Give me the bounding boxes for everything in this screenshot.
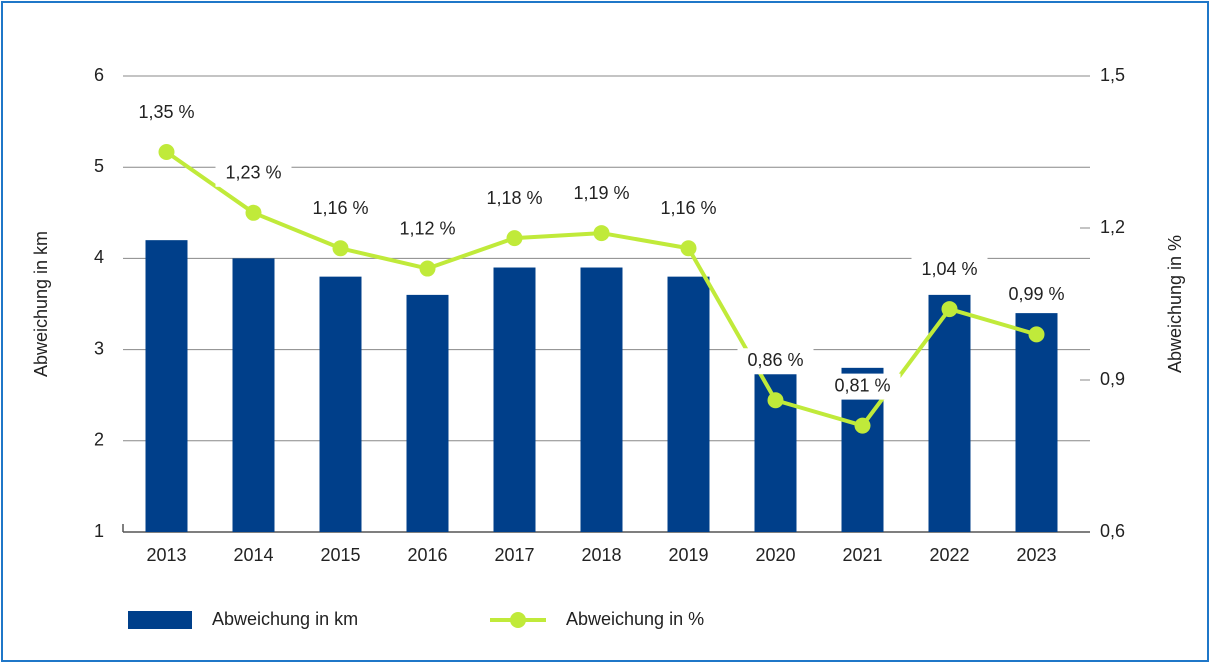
data-label: 1,19 % (573, 183, 629, 203)
bar (406, 294, 449, 532)
point (506, 230, 523, 247)
data-label: 0,99 % (1008, 284, 1064, 304)
point (245, 204, 262, 221)
y2-tick-label: 1,2 (1100, 217, 1125, 237)
bar (667, 276, 710, 532)
data-label: 1,12 % (399, 218, 455, 238)
point (680, 240, 697, 257)
point (941, 301, 958, 318)
label-background (650, 196, 727, 223)
label-background (302, 196, 379, 223)
x-tick-label: 2016 (407, 545, 447, 565)
bar (319, 276, 362, 532)
x-tick-label: 2022 (929, 545, 969, 565)
x-tick-label: 2014 (233, 545, 273, 565)
y-tick-label: 6 (94, 65, 104, 85)
label-background (476, 186, 553, 213)
bar (754, 358, 797, 532)
y2-tick-label: 0,6 (1100, 521, 1125, 541)
bar (232, 258, 275, 532)
data-label: 1,18 % (486, 188, 542, 208)
label-background (389, 216, 466, 243)
data-label: 1,04 % (921, 259, 977, 279)
x-tick-label: 2015 (320, 545, 360, 565)
y-tick-label: 4 (94, 247, 104, 267)
label-background (563, 181, 640, 208)
point (158, 144, 175, 160)
legend-swatch (128, 611, 192, 629)
x-tick-label: 2020 (755, 545, 795, 565)
point (332, 240, 349, 257)
label-background (215, 160, 292, 187)
bar (928, 294, 971, 532)
legend-label: Abweichung in % (566, 609, 704, 629)
label-background (911, 257, 988, 284)
point (1028, 326, 1045, 343)
y-axis-label: Abweichung in km (31, 231, 51, 377)
x-tick-label: 2018 (581, 545, 621, 565)
y-tick-label: 2 (94, 430, 104, 450)
x-tick-label: 2019 (668, 545, 708, 565)
data-label: 0,81 % (834, 375, 890, 395)
point (419, 260, 436, 277)
bar (145, 240, 188, 532)
y2-tick-label: 1,5 (1100, 65, 1125, 85)
data-label: 1,16 % (312, 198, 368, 218)
x-tick-label: 2013 (146, 545, 186, 565)
y-tick-label: 5 (94, 156, 104, 176)
data-label: 1,35 % (138, 102, 194, 122)
data-label: 1,23 % (225, 163, 281, 183)
legend-label: Abweichung in km (212, 609, 358, 629)
label-background (128, 100, 205, 126)
label-background (737, 348, 814, 375)
y-tick-label: 3 (94, 338, 104, 358)
y2-axis-label: Abweichung in % (1165, 235, 1185, 373)
x-tick-label: 2023 (1016, 545, 1056, 565)
point (854, 417, 871, 434)
point (593, 225, 610, 242)
label-background (998, 282, 1075, 309)
bar (493, 267, 536, 532)
data-label: 1,16 % (660, 198, 716, 218)
x-tick-label: 2021 (842, 545, 882, 565)
label-background (824, 373, 901, 400)
y2-tick-label: 0,9 (1100, 369, 1125, 389)
bar (580, 267, 623, 532)
legend-swatch (510, 612, 526, 628)
y-tick-label: 1 (94, 521, 104, 541)
data-label: 0,86 % (747, 350, 803, 370)
point (767, 392, 784, 409)
x-tick-label: 2017 (494, 545, 534, 565)
bar (1015, 313, 1058, 532)
